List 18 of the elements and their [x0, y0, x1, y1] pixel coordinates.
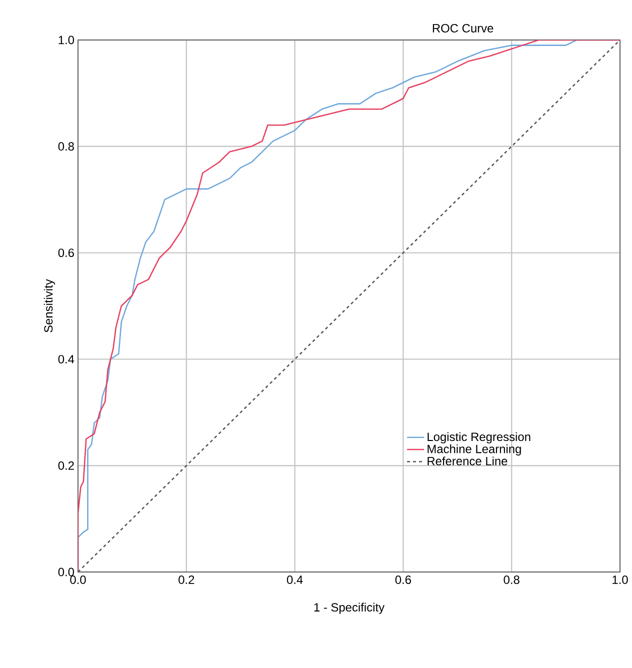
x-axis-title: 1 - Specificity — [314, 602, 385, 614]
y-tick-label: 1.0 — [58, 36, 74, 44]
x-tick-label: 0.4 — [286, 576, 303, 584]
legend-label: Logistic Regression — [428, 432, 530, 444]
x-tick-label: 0.8 — [504, 576, 520, 584]
x-tick-label: 0.2 — [178, 576, 194, 584]
y-tick-label: 0.6 — [58, 248, 74, 258]
legend-label: Reference Line — [428, 456, 508, 466]
y-tick-label: 0.0 — [58, 568, 74, 576]
y-tick-label: 0.2 — [58, 461, 74, 470]
x-tick-label: 1.0 — [612, 576, 628, 584]
x-tick-label: 0.6 — [395, 576, 411, 584]
y-tick-label: 0.4 — [58, 354, 74, 364]
chart-title: ROC Curve — [432, 24, 494, 32]
legend-label: Machine Learning — [428, 444, 521, 456]
y-tick-label: 0.8 — [58, 142, 74, 151]
x-tick-label: 0.0 — [70, 576, 86, 584]
y-axis-title: Sensitivity — [44, 279, 56, 332]
